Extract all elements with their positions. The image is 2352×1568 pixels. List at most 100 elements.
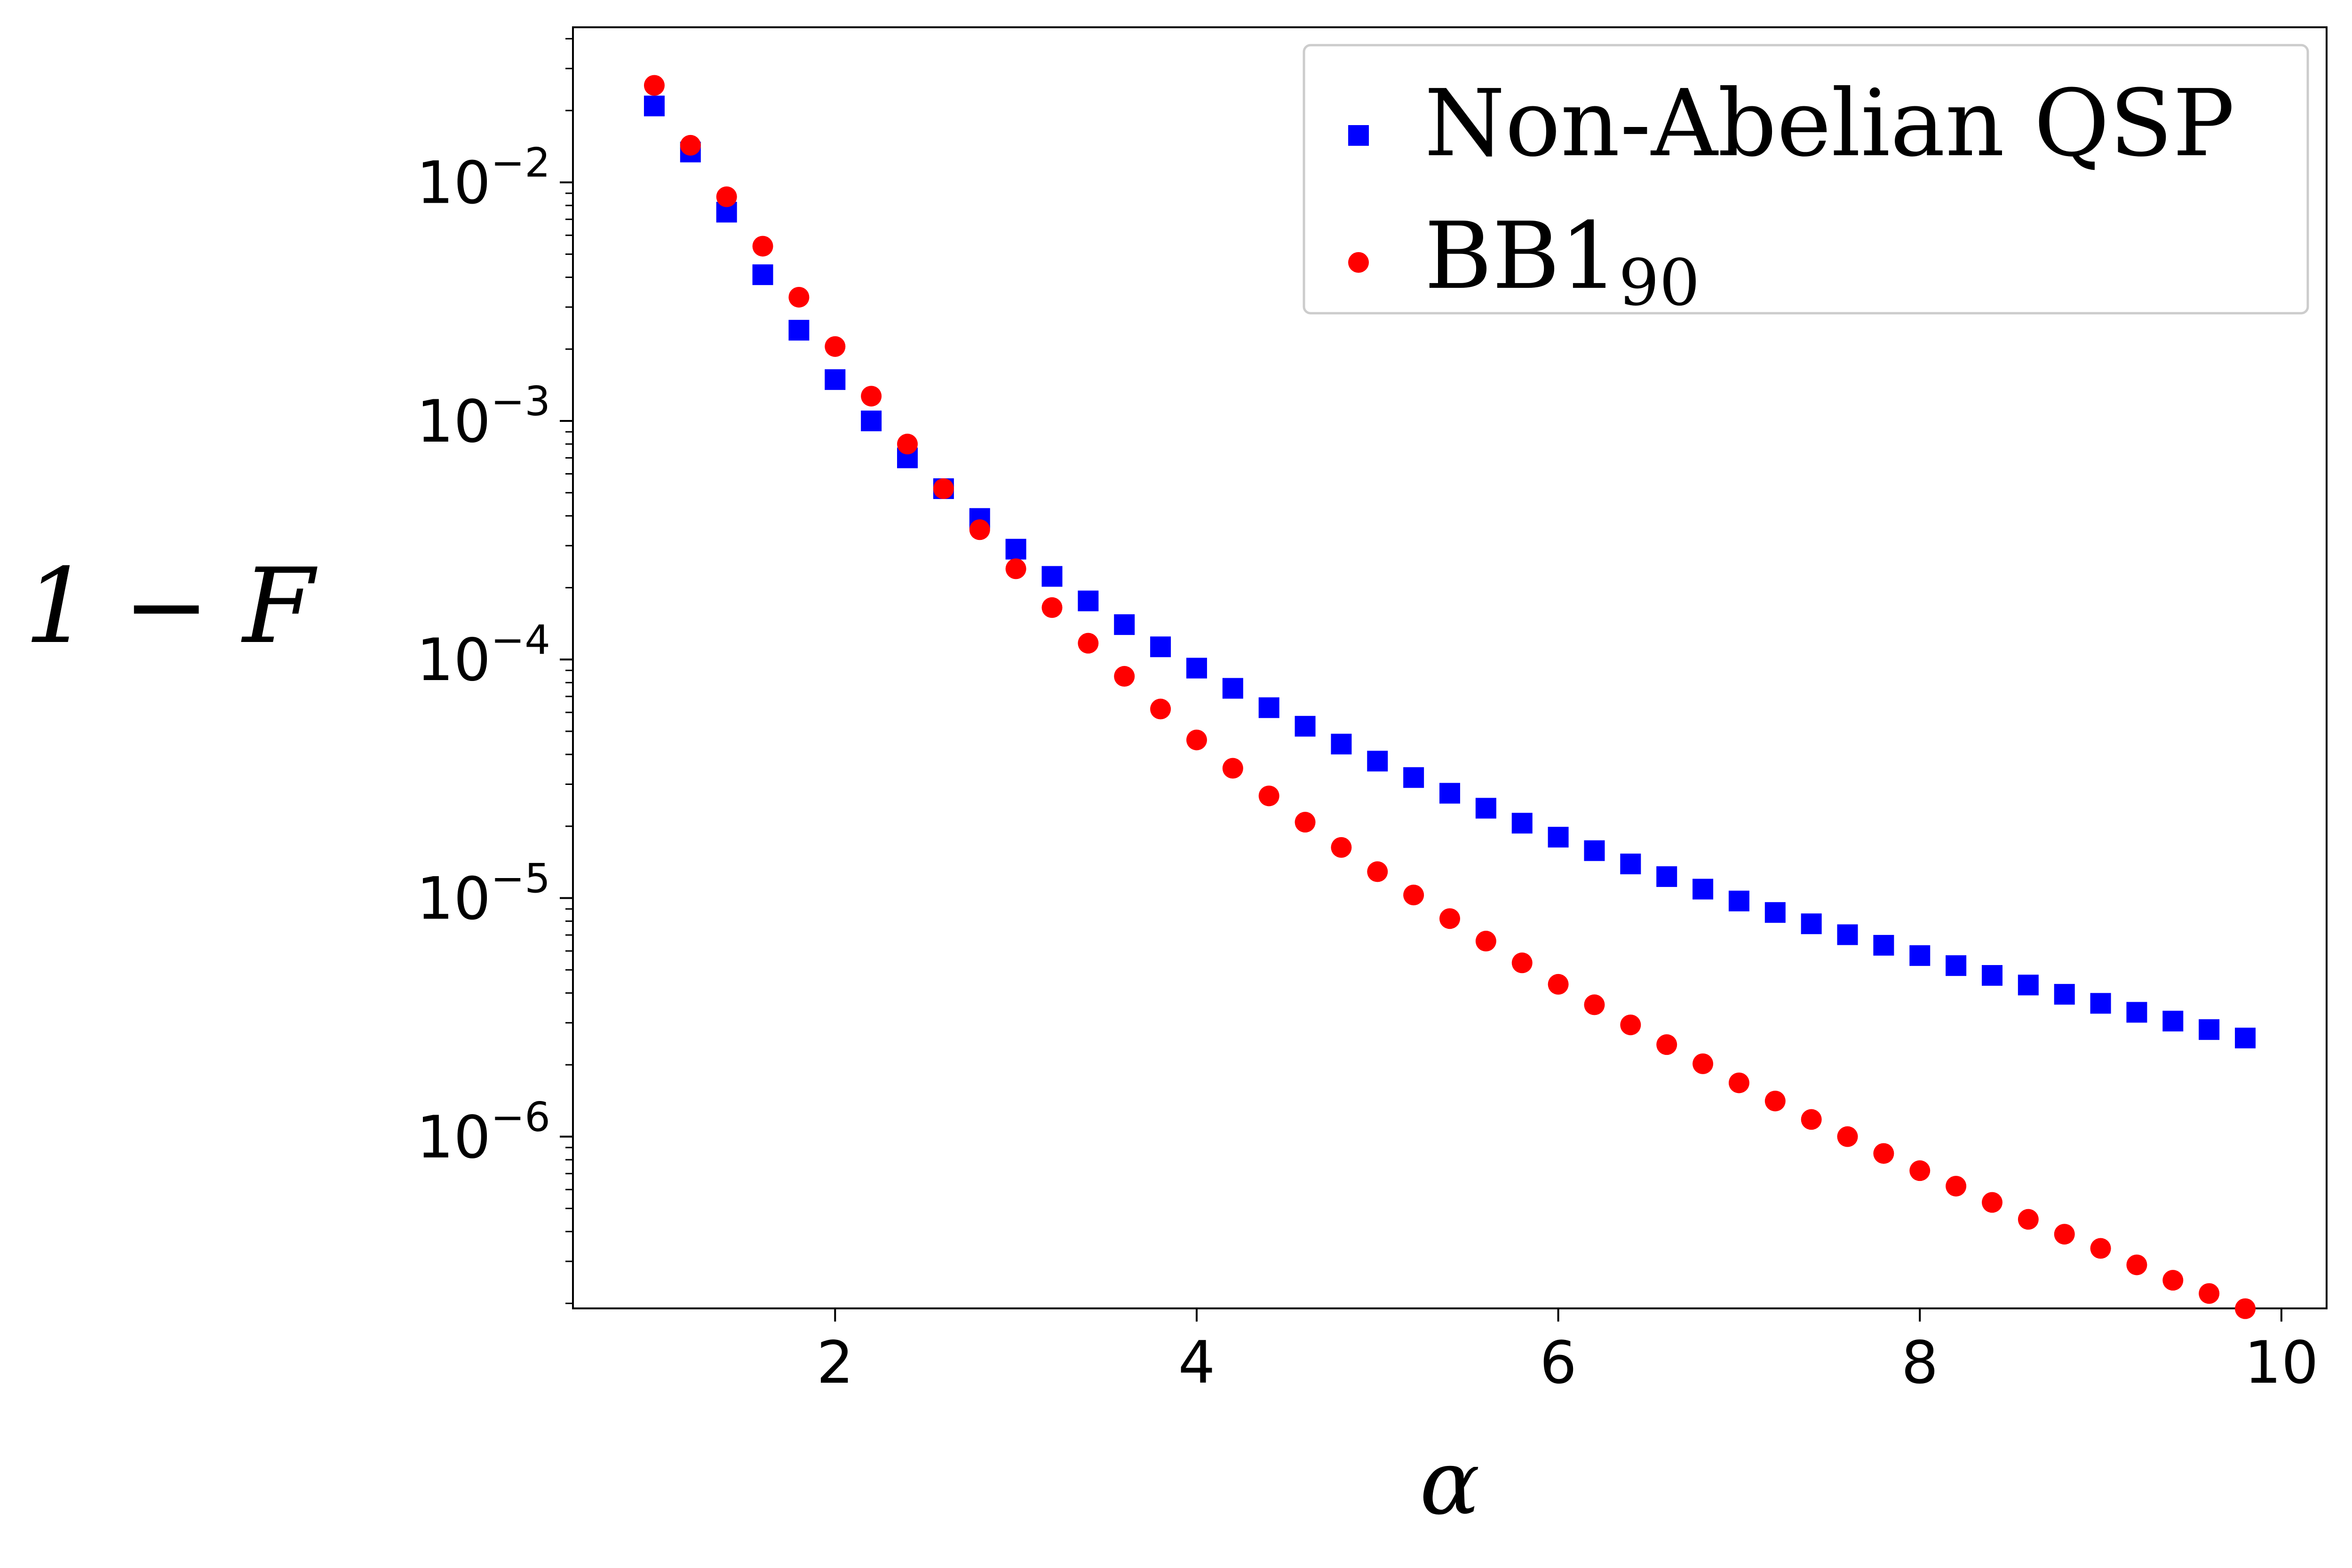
bb1-90-point	[1873, 1143, 1894, 1164]
y-tick-label: 10−5	[416, 855, 550, 933]
nonabelian-qsp-point	[752, 264, 773, 285]
nonabelian-qsp-point	[1222, 678, 1243, 699]
bb1-90-point	[825, 336, 846, 357]
nonabelian-qsp-point	[1403, 767, 1424, 788]
plot-frame	[572, 26, 2328, 1309]
bb1-90-point	[2054, 1224, 2075, 1245]
nonabelian-qsp-point	[1584, 840, 1605, 861]
bb1-90-point	[788, 286, 810, 308]
nonabelian-qsp-point	[1837, 924, 1858, 945]
bb1-90-point	[2199, 1283, 2220, 1304]
nonabelian-qsp-point	[1041, 566, 1063, 587]
nonabelian-qsp-point	[1946, 955, 1967, 976]
nonabelian-qsp-point	[1873, 934, 1894, 956]
nonabelian-qsp-point	[1981, 965, 2002, 986]
x-tick-label: 10	[2244, 1329, 2319, 1397]
bb1-90-point	[2018, 1209, 2039, 1230]
bb1-90-point	[1584, 994, 1605, 1015]
y-tick-label-base: 10	[416, 626, 491, 694]
nonabelian-qsp-point	[2162, 1011, 2184, 1032]
bb1-90-point	[1728, 1072, 1749, 1093]
nonabelian-qsp-point	[1258, 697, 1279, 718]
y-tick-label: 10−4	[416, 617, 550, 694]
nonabelian-qsp-point	[1114, 614, 1135, 635]
y-tick-label-exponent: −4	[491, 617, 550, 664]
nonabelian-qsp-point	[2018, 974, 2039, 996]
bb1-90-point	[1078, 633, 1099, 654]
markers	[644, 75, 2256, 1319]
bb1-90-point	[1909, 1160, 1931, 1181]
bb1-90-point	[1511, 952, 1533, 974]
y-tick-label-base: 10	[416, 150, 491, 217]
nonabelian-qsp-point	[1728, 890, 1749, 911]
nonabelian-qsp-point	[1439, 783, 1460, 804]
bb1-90-point	[716, 186, 737, 207]
bb1-90-point	[1764, 1091, 1786, 1112]
nonabelian-qsp-point	[2054, 984, 2075, 1005]
bb1-90-point	[2162, 1270, 2184, 1291]
y-tick-label-base: 10	[416, 1104, 491, 1172]
y-axis: 10−210−310−410−510−6	[416, 38, 573, 1304]
bb1-90-point	[1150, 698, 1171, 720]
bb1-90-point	[1005, 558, 1026, 579]
bb1-90-point	[1981, 1192, 2002, 1213]
bb1-90-point	[897, 434, 918, 455]
y-tick-label-base: 10	[416, 865, 491, 933]
nonabelian-qsp-point	[825, 369, 846, 390]
bb1-90-point	[1403, 884, 1424, 905]
nonabelian-qsp-point	[1475, 798, 1496, 819]
bb1-90-point	[1801, 1109, 1822, 1130]
bb1-90-point	[1656, 1034, 1677, 1055]
bb1-90-point	[1367, 861, 1388, 882]
nonabelian-qsp-point	[1692, 879, 1714, 900]
nonabelian-qsp-point	[644, 95, 665, 117]
y-tick-label: 10−6	[416, 1094, 550, 1172]
bb1-90-point	[1946, 1176, 1967, 1197]
nonabelian-qsp-point	[1620, 853, 1641, 874]
nonabelian-qsp-point	[1801, 913, 1822, 934]
nonabelian-qsp-point	[2126, 1002, 2147, 1023]
y-tick-label: 10−2	[416, 140, 550, 217]
nonabelian-qsp-point	[1511, 813, 1533, 834]
x-tick-label: 8	[1901, 1329, 1939, 1397]
bb1-90-point	[1837, 1126, 1858, 1147]
x-tick-label: 6	[1540, 1329, 1577, 1397]
bb1-90-point	[680, 135, 701, 156]
legend-marker-bb1-90	[1348, 252, 1369, 273]
x-tick-label: 2	[817, 1329, 854, 1397]
bb1-90-point	[1331, 837, 1352, 858]
y-axis-label: 1 − F	[24, 546, 318, 666]
nonabelian-qsp-point	[2090, 993, 2111, 1014]
legend: Non-Abelian QSP BB190	[1303, 44, 2309, 320]
bb1-90-point	[861, 386, 882, 407]
bb1-90-point	[1295, 812, 1316, 833]
x-axis: 2 4 6 8 10	[817, 1308, 2319, 1397]
nonabelian-qsp-point	[1656, 866, 1677, 887]
nonabelian-qsp-point	[2235, 1028, 2256, 1049]
bb1-90-point	[644, 75, 665, 96]
nonabelian-qsp-point	[1764, 902, 1786, 923]
bb1-90-point	[1475, 931, 1496, 952]
bb1-90-point	[1041, 597, 1063, 618]
y-tick-label-exponent: −3	[491, 378, 550, 425]
y-tick-label-exponent: −6	[491, 1094, 550, 1141]
nonabelian-qsp-point	[788, 320, 810, 341]
y-tick-label-base: 10	[416, 388, 491, 456]
y-tick-label: 10−3	[416, 378, 550, 456]
y-tick-label-exponent: −5	[491, 855, 550, 903]
bb1-90-point	[1692, 1053, 1714, 1074]
bb1-90-point	[2126, 1254, 2147, 1275]
x-axis-label: α	[1420, 1431, 1480, 1535]
legend-label-bb1-subscript: 90	[1619, 246, 1700, 320]
y-tick-label-exponent: −2	[491, 140, 550, 187]
nonabelian-qsp-point	[1367, 751, 1388, 772]
bb1-90-point	[1186, 729, 1207, 751]
bb1-90-point	[2235, 1298, 2256, 1319]
bb1-90-point	[752, 236, 773, 257]
bb1-90-point	[933, 478, 954, 499]
bb1-90-point	[969, 519, 990, 540]
bb1-90-point	[1222, 758, 1243, 779]
legend-marker-nonabelian-qsp	[1348, 125, 1369, 146]
nonabelian-qsp-point	[1078, 590, 1099, 611]
nonabelian-qsp-point	[1548, 827, 1569, 848]
